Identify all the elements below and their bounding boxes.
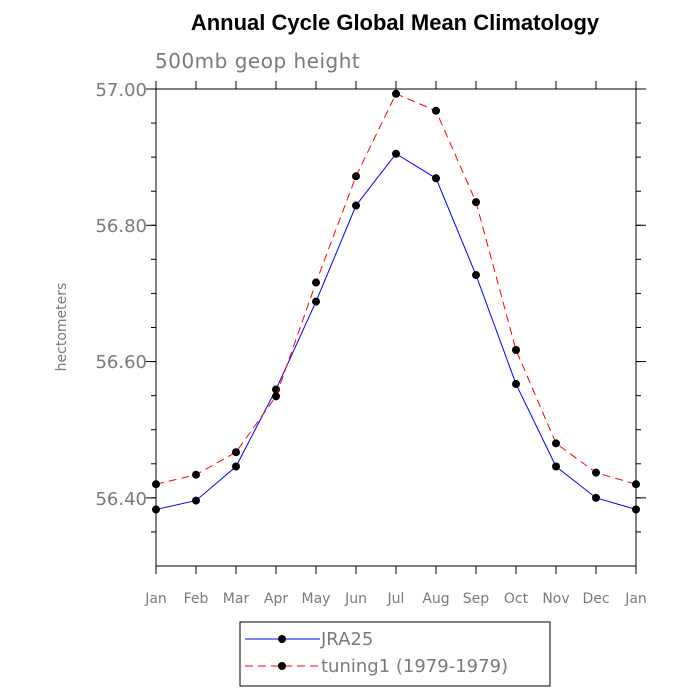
- data-point: [312, 278, 320, 287]
- legend-marker-tuning1: [278, 662, 286, 670]
- y-tick-label: 57.00: [95, 80, 147, 101]
- data-point: [472, 271, 480, 280]
- data-point: [152, 480, 160, 489]
- x-tick-label: Jul: [387, 591, 405, 607]
- x-tick-label: Jan: [624, 591, 647, 607]
- series-line-jra25: [155, 153, 637, 510]
- plot-border: [155, 88, 637, 567]
- x-tick-label: May: [302, 591, 331, 607]
- legend-box: [239, 621, 551, 687]
- data-point: [552, 462, 560, 471]
- series-layer: [152, 89, 640, 514]
- data-point: [152, 505, 160, 514]
- x-tick-label: Sep: [463, 591, 490, 607]
- data-point: [432, 106, 440, 115]
- x-tick-label: Mar: [223, 591, 250, 607]
- axis-ticks: [146, 81, 646, 574]
- x-tick-label: Feb: [184, 591, 209, 607]
- data-point: [352, 172, 360, 181]
- data-point: [472, 198, 480, 207]
- data-point: [232, 462, 240, 471]
- x-tick-label: Oct: [504, 591, 529, 607]
- data-point: [272, 392, 280, 401]
- data-point: [592, 468, 600, 477]
- data-point: [312, 297, 320, 306]
- legend-label-jra25: JRA25: [320, 629, 373, 650]
- data-point: [352, 201, 360, 210]
- plot-frame: [155, 88, 637, 567]
- x-tick-label: Jan: [144, 591, 167, 607]
- x-tick-label: Aug: [422, 591, 449, 607]
- data-point: [512, 380, 520, 389]
- y-axis-label: hectometers: [54, 283, 70, 372]
- legend-marker-jra25: [278, 635, 286, 643]
- data-point: [632, 480, 640, 489]
- x-tick-label: Jun: [344, 591, 367, 607]
- y-tick-label: 56.60: [95, 352, 147, 373]
- data-point: [392, 149, 400, 158]
- data-point: [552, 439, 560, 448]
- x-tick-label: Nov: [542, 591, 569, 607]
- chart-title: Annual Cycle Global Mean Climatology: [191, 10, 600, 35]
- y-tick-label: 56.40: [95, 489, 147, 510]
- chart-subtitle: 500mb geop height: [155, 49, 360, 73]
- y-tick-label: 56.80: [95, 216, 147, 237]
- data-point: [232, 448, 240, 457]
- data-point: [432, 174, 440, 183]
- x-tick-label: Dec: [582, 591, 609, 607]
- data-point: [592, 493, 600, 502]
- data-point: [192, 496, 200, 505]
- data-point: [512, 345, 520, 354]
- data-point: [632, 505, 640, 514]
- legend: JRA25 tuning1 (1979-1979): [239, 621, 551, 687]
- x-tick-label: Apr: [264, 591, 288, 607]
- data-point: [192, 470, 200, 479]
- legend-label-tuning1: tuning1 (1979-1979): [321, 656, 508, 677]
- data-point: [392, 89, 400, 98]
